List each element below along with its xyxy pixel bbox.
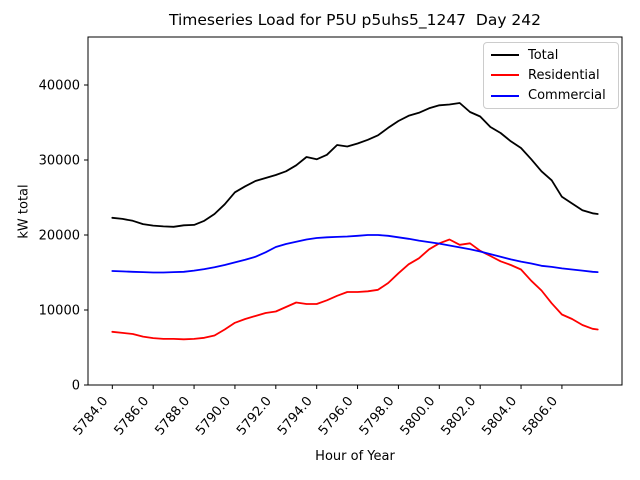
commercial-line-swatch bbox=[491, 94, 519, 97]
series-line-residential bbox=[111, 238, 599, 341]
x-tick-label: 5790.0 bbox=[193, 394, 234, 438]
legend: Total Residential Commercial bbox=[483, 42, 619, 109]
legend-label-total: Total bbox=[528, 47, 559, 63]
y-tick-label: 40000 bbox=[39, 79, 80, 94]
x-tick-label: 5804.0 bbox=[479, 394, 520, 438]
x-tick-label: 5794.0 bbox=[275, 394, 316, 438]
x-tick-label: 5806.0 bbox=[520, 394, 561, 438]
total-line-swatch bbox=[491, 54, 519, 57]
y-tick-label: 20000 bbox=[39, 229, 80, 244]
axes-spines bbox=[87, 36, 623, 386]
legend-entry-residential: Residential bbox=[484, 69, 618, 82]
series-line-commercial bbox=[111, 234, 599, 274]
x-tick-label: 5796.0 bbox=[316, 394, 357, 438]
y-tick-label: 30000 bbox=[39, 154, 80, 169]
x-axis-label: Hour of Year bbox=[315, 449, 395, 464]
x-tick-label: 5784.0 bbox=[71, 394, 112, 438]
legend-entry-total: Total bbox=[484, 49, 618, 62]
y-tick-label: 0 bbox=[72, 379, 80, 394]
x-tick-label: 5798.0 bbox=[357, 394, 398, 438]
legend-label-commercial: Commercial bbox=[528, 88, 606, 104]
legend-entry-commercial: Commercial bbox=[484, 89, 618, 102]
residential-line-swatch bbox=[491, 74, 519, 77]
y-tick-label: 10000 bbox=[39, 304, 80, 319]
chart-title: Timeseries Load for P5U p5uhs5_1247 Day … bbox=[168, 11, 542, 29]
x-tick-label: 5792.0 bbox=[234, 394, 275, 438]
x-tick-label: 5800.0 bbox=[398, 394, 439, 438]
series-line-total bbox=[111, 102, 599, 228]
x-tick-label: 5788.0 bbox=[152, 394, 193, 438]
y-axis-label: kW total bbox=[16, 184, 32, 239]
x-tick-label: 5786.0 bbox=[112, 394, 153, 438]
legend-label-residential: Residential bbox=[528, 67, 600, 83]
x-tick-label: 5802.0 bbox=[438, 394, 479, 438]
